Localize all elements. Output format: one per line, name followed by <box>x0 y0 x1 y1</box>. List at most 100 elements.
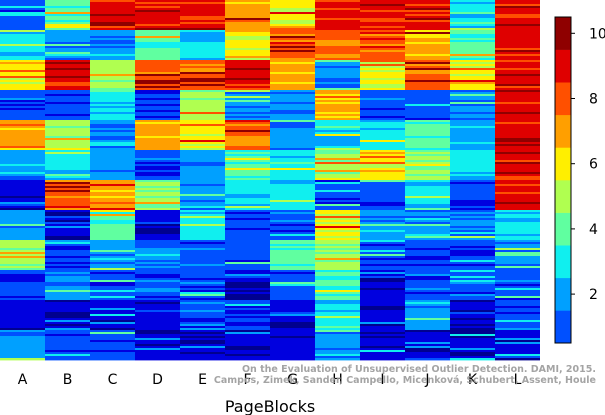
heatmap-cell <box>45 50 90 53</box>
heatmap-cell <box>360 340 405 343</box>
heatmap-cell <box>315 32 360 35</box>
heatmap-cell <box>135 136 180 139</box>
heatmap-cell <box>180 292 225 295</box>
heatmap-cell <box>405 66 450 69</box>
heatmap-cell <box>450 256 495 259</box>
heatmap-cell <box>360 168 405 171</box>
heatmap-cell <box>270 36 315 39</box>
heatmap-cell <box>90 200 135 203</box>
heatmap-cell <box>225 222 270 225</box>
heatmap-cell <box>315 328 360 331</box>
heatmap-cell <box>0 60 45 63</box>
heatmap-cell <box>180 126 225 129</box>
heatmap-cell <box>270 222 315 225</box>
heatmap-cell <box>360 352 405 355</box>
heatmap-cell <box>45 6 90 9</box>
heatmap-cell <box>315 58 360 61</box>
heatmap-cell <box>180 110 225 113</box>
heatmap-cell <box>0 310 45 313</box>
heatmap-cell <box>135 204 180 207</box>
heatmap-cell <box>90 54 135 57</box>
heatmap-cell <box>90 12 135 15</box>
heatmap-cell <box>135 126 180 129</box>
heatmap-cell <box>45 152 90 155</box>
heatmap-cell <box>135 20 180 23</box>
heatmap-cell <box>360 338 405 341</box>
heatmap-cell <box>0 158 45 161</box>
heatmap-cell <box>135 194 180 197</box>
heatmap-cell <box>135 82 180 85</box>
heatmap-cell <box>0 328 45 331</box>
heatmap-cell <box>135 110 180 113</box>
heatmap-cell <box>0 262 45 265</box>
heatmap-cell <box>180 124 225 127</box>
heatmap-cell <box>495 202 540 205</box>
heatmap-cell <box>270 72 315 75</box>
heatmap-cell <box>495 294 540 297</box>
heatmap-cell <box>315 308 360 311</box>
heatmap-cell <box>315 76 360 79</box>
heatmap-cell <box>270 236 315 239</box>
heatmap-cell <box>135 48 180 51</box>
heatmap-cell <box>495 120 540 123</box>
heatmap-cell <box>135 44 180 47</box>
heatmap-cell <box>180 288 225 291</box>
heatmap-cell <box>270 358 315 361</box>
heatmap-cell <box>225 42 270 45</box>
heatmap-cell <box>45 80 90 83</box>
heatmap-cell <box>495 140 540 143</box>
heatmap-cell <box>450 262 495 265</box>
heatmap-cell <box>405 254 450 257</box>
heatmap-cell <box>0 38 45 41</box>
heatmap-cell <box>450 30 495 33</box>
heatmap-cell <box>450 168 495 171</box>
heatmap-cell <box>450 260 495 263</box>
heatmap-cell <box>90 240 135 243</box>
heatmap-cell <box>405 342 450 345</box>
heatmap-cell <box>90 50 135 53</box>
heatmap-cell <box>450 290 495 293</box>
heatmap-cell <box>360 348 405 351</box>
heatmap-cell <box>225 52 270 55</box>
heatmap-cell <box>45 2 90 5</box>
heatmap-cell <box>0 168 45 171</box>
heatmap-cell <box>90 86 135 89</box>
heatmap-cell <box>225 96 270 99</box>
heatmap-cell <box>180 224 225 227</box>
heatmap-cell <box>495 146 540 149</box>
heatmap-cell <box>45 302 90 305</box>
heatmap-cell <box>180 26 225 29</box>
heatmap-cell <box>180 220 225 223</box>
heatmap-cell <box>90 126 135 129</box>
heatmap-cell <box>405 122 450 125</box>
heatmap-cell <box>180 144 225 147</box>
heatmap-cell <box>225 240 270 243</box>
heatmap-cell <box>180 156 225 159</box>
heatmap-cell <box>405 220 450 223</box>
heatmap-cell <box>315 356 360 359</box>
heatmap-cell <box>450 0 495 3</box>
heatmap-cell <box>225 50 270 53</box>
heatmap-cell <box>405 18 450 21</box>
heatmap-cell <box>45 284 90 287</box>
heatmap-cell <box>495 304 540 307</box>
heatmap-cell <box>0 228 45 231</box>
heatmap-cell <box>135 342 180 345</box>
heatmap-cell <box>180 140 225 143</box>
heatmap-cell <box>45 204 90 207</box>
heatmap-cell <box>90 98 135 101</box>
heatmap-cell <box>45 160 90 163</box>
heatmap-cell <box>135 312 180 315</box>
heatmap-cell <box>270 266 315 269</box>
heatmap-cell <box>135 352 180 355</box>
heatmap-cell <box>90 48 135 51</box>
heatmap-cell <box>135 76 180 79</box>
heatmap-cell <box>225 246 270 249</box>
heatmap-cell <box>315 112 360 115</box>
heatmap-cell <box>135 60 180 63</box>
heatmap-cell <box>315 110 360 113</box>
heatmap-cell <box>315 90 360 93</box>
heatmap-cell <box>0 358 45 361</box>
heatmap-cell <box>135 100 180 103</box>
heatmap-cell <box>180 348 225 351</box>
